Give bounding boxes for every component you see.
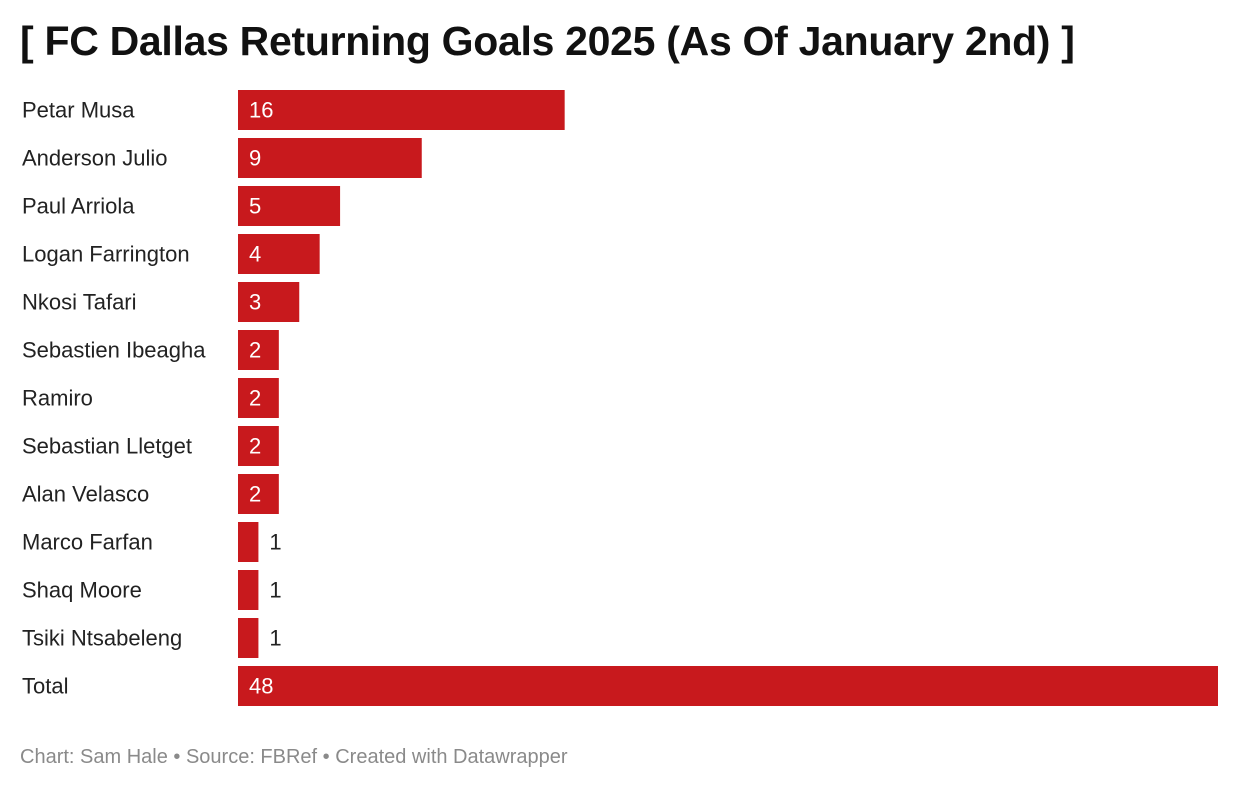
- bar: [238, 666, 1218, 706]
- category-label: Alan Velasco: [22, 482, 149, 507]
- category-label: Sebastien Ibeagha: [22, 338, 206, 363]
- value-label: 48: [249, 674, 273, 699]
- category-label: Tsiki Ntsabeleng: [22, 626, 182, 651]
- bar: [238, 90, 565, 130]
- category-label: Sebastian Lletget: [22, 434, 192, 459]
- value-label: 16: [249, 98, 273, 123]
- bar-row: Shaq Moore 1: [22, 570, 282, 610]
- bar: [238, 330, 279, 370]
- value-label: 3: [249, 290, 261, 315]
- value-label: 2: [249, 386, 261, 411]
- bar: [238, 618, 259, 658]
- bar-row: Petar Musa 16: [22, 90, 565, 130]
- category-label: Ramiro: [22, 386, 93, 411]
- chart-footer-credit: Chart: Sam Hale • Source: FBRef • Create…: [20, 746, 568, 768]
- bar-row: Paul Arriola 5: [22, 186, 341, 226]
- bar-row: Logan Farrington 4: [22, 234, 320, 274]
- bar-row: Ramiro 2: [22, 378, 279, 418]
- category-label: Petar Musa: [22, 98, 135, 123]
- category-label: Anderson Julio: [22, 146, 168, 171]
- bar: [238, 186, 341, 226]
- bar: [238, 282, 300, 322]
- value-label: 2: [249, 338, 261, 363]
- value-label: 1: [269, 578, 281, 603]
- bar: [238, 234, 320, 274]
- category-label: Shaq Moore: [22, 578, 142, 603]
- category-label: Total: [22, 674, 68, 699]
- category-label: Logan Farrington: [22, 242, 190, 267]
- value-label: 1: [269, 530, 281, 555]
- value-label: 5: [249, 194, 261, 219]
- bar-rows: Petar Musa 16 Anderson Julio 9 Paul Arriola 5…: [22, 90, 1218, 706]
- bar-row: Sebastian Lletget 2: [22, 426, 279, 466]
- value-label: 9: [249, 146, 261, 171]
- bar: [238, 378, 279, 418]
- value-label: 2: [249, 482, 261, 507]
- bar-row: Nkosi Tafari 3: [22, 282, 300, 322]
- bar: [238, 474, 279, 514]
- value-label: 2: [249, 434, 261, 459]
- bar-row: Sebastien Ibeagha 2: [22, 330, 279, 370]
- bar-row: Anderson Julio 9: [22, 138, 422, 178]
- bar-row: Tsiki Ntsabeleng 1: [22, 618, 282, 658]
- chart-title: [ FC Dallas Returning Goals 2025 (As Of …: [20, 18, 1075, 64]
- bar-row: Total 48: [22, 666, 1218, 706]
- bar: [238, 522, 259, 562]
- bar-row: Marco Farfan 1: [22, 522, 282, 562]
- category-label: Marco Farfan: [22, 530, 153, 555]
- bar: [238, 570, 259, 610]
- bar-row: Alan Velasco 2: [22, 474, 279, 514]
- category-label: Nkosi Tafari: [22, 290, 137, 315]
- bar: [238, 426, 279, 466]
- category-label: Paul Arriola: [22, 194, 135, 219]
- value-label: 4: [249, 242, 261, 267]
- value-label: 1: [269, 626, 281, 651]
- bar: [238, 138, 422, 178]
